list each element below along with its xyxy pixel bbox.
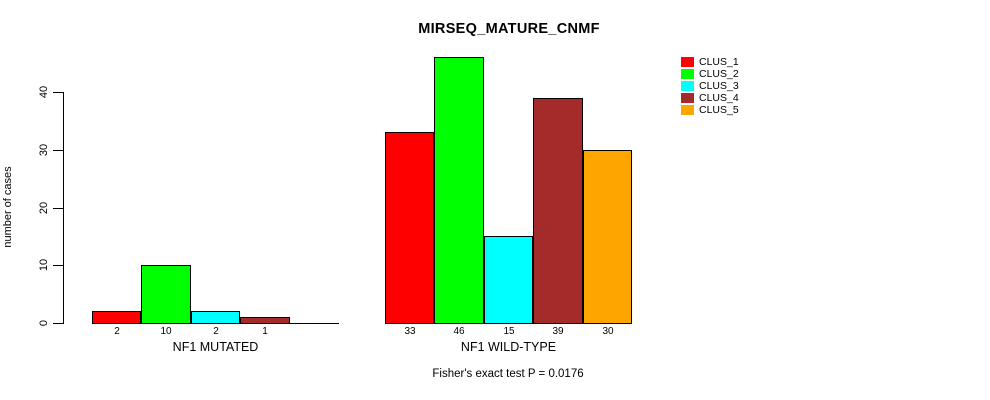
bar-value-label: 30 bbox=[602, 326, 614, 337]
bar-value-label: 2 bbox=[114, 326, 120, 337]
bar-value-label: 1 bbox=[262, 326, 268, 337]
y-tick-label-0: 0 bbox=[38, 319, 50, 327]
group-label-0: NF1 MUTATED bbox=[172, 340, 259, 354]
legend-label-clus_2: CLUS_2 bbox=[699, 68, 739, 80]
bar-clus_3-group0 bbox=[191, 311, 240, 324]
y-tick-label-40: 40 bbox=[38, 85, 50, 99]
y-tick-label-10: 10 bbox=[38, 258, 50, 272]
bar-clus_2-group0 bbox=[141, 265, 191, 324]
legend-entry-clus_4: CLUS_4 bbox=[681, 92, 739, 104]
y-tick-20 bbox=[53, 208, 63, 209]
bar-clus_1-group0 bbox=[92, 311, 141, 324]
legend-entry-clus_3: CLUS_3 bbox=[681, 80, 739, 92]
bar-clus_4-group1 bbox=[533, 98, 583, 324]
bar-clus_3-group1 bbox=[484, 236, 533, 324]
legend-swatch-clus_3 bbox=[681, 81, 694, 91]
stat-caption: Fisher's exact test P = 0.0176 bbox=[432, 368, 584, 380]
y-tick-label-30: 30 bbox=[38, 143, 50, 157]
legend-swatch-clus_1 bbox=[681, 57, 694, 67]
legend: CLUS_1 CLUS_2 CLUS_3 CLUS_4 CLUS_5 bbox=[681, 56, 739, 116]
group-label-1: NF1 WILD-TYPE bbox=[460, 340, 557, 354]
legend-swatch-clus_2 bbox=[681, 69, 694, 79]
legend-label-clus_1: CLUS_1 bbox=[699, 56, 739, 68]
bar-clus_5-group1 bbox=[583, 150, 632, 324]
y-axis-label: number of cases bbox=[2, 166, 14, 248]
legend-entry-clus_1: CLUS_1 bbox=[681, 56, 739, 68]
legend-label-clus_4: CLUS_4 bbox=[699, 92, 739, 104]
legend-label-clus_5: CLUS_5 bbox=[699, 104, 739, 116]
legend-swatch-clus_4 bbox=[681, 93, 694, 103]
bar-value-label: 10 bbox=[160, 326, 172, 337]
bar-clus_2-group1 bbox=[434, 57, 484, 324]
y-tick-0 bbox=[53, 323, 63, 324]
y-tick-label-20: 20 bbox=[38, 201, 50, 215]
y-tick-30 bbox=[53, 150, 63, 151]
bar-value-label: 33 bbox=[404, 326, 416, 337]
bar-clus_4-group0 bbox=[240, 317, 290, 324]
bar-value-label: 46 bbox=[453, 326, 465, 337]
legend-swatch-clus_5 bbox=[681, 105, 694, 115]
bar-clus_1-group1 bbox=[385, 132, 434, 324]
legend-label-clus_3: CLUS_3 bbox=[699, 80, 739, 92]
y-tick-10 bbox=[53, 265, 63, 266]
legend-entry-clus_5: CLUS_5 bbox=[681, 104, 739, 116]
y-axis-line bbox=[63, 92, 64, 324]
bar-value-label: 2 bbox=[213, 326, 219, 337]
y-tick-40 bbox=[53, 92, 63, 93]
bar-value-label: 39 bbox=[552, 326, 564, 337]
legend-entry-clus_2: CLUS_2 bbox=[681, 68, 739, 80]
bar-value-label: 15 bbox=[503, 326, 515, 337]
chart-title: MIRSEQ_MATURE_CNMF bbox=[418, 21, 600, 37]
